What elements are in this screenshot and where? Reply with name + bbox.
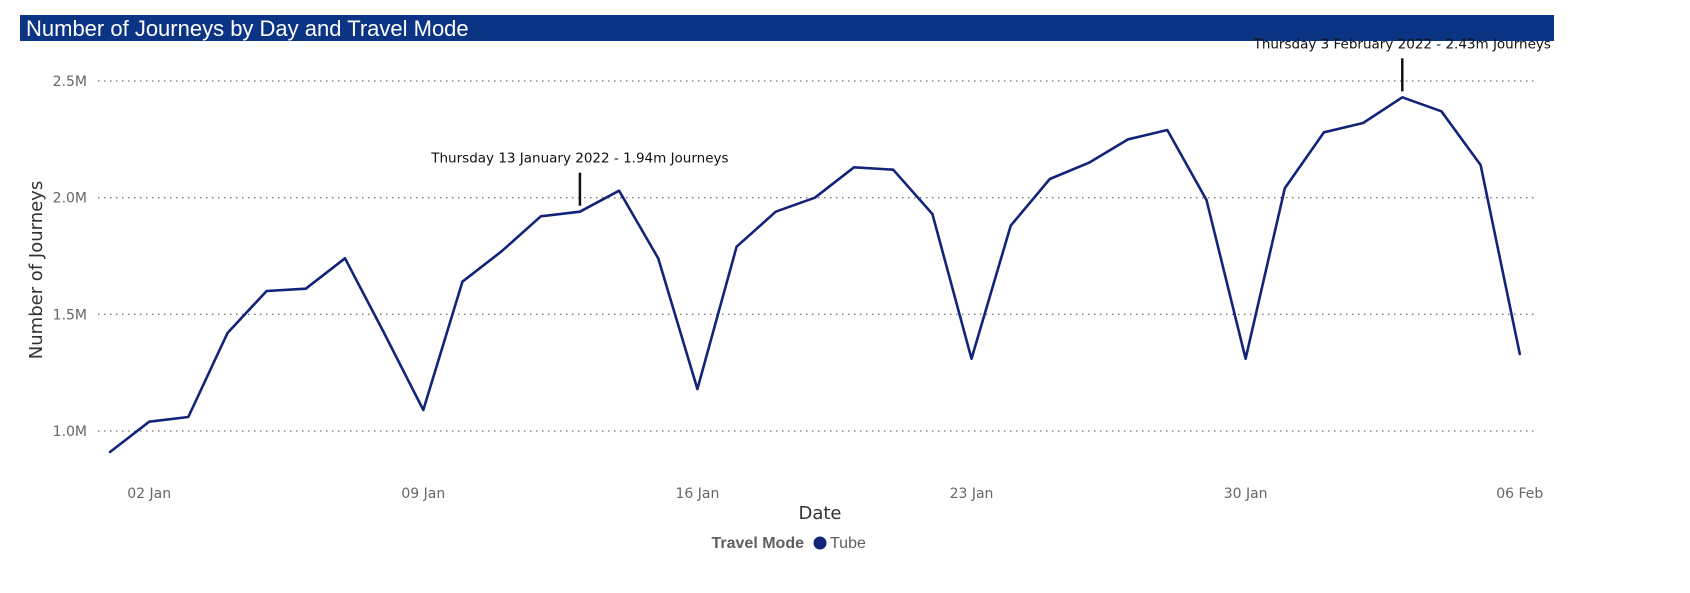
- y-tick-label: 1.0M: [53, 424, 87, 440]
- y-tick-label: 1.5M: [53, 307, 87, 323]
- y-tick-label: 2.0M: [53, 191, 87, 207]
- legend-title: Travel Mode: [712, 535, 805, 552]
- legend-marker-tube: [813, 536, 827, 550]
- x-axis-title: Date: [798, 503, 841, 524]
- y-tick-label: 2.5M: [53, 74, 87, 90]
- annotation-label: Thursday 3 February 2022 - 2.43m Journey…: [1253, 36, 1551, 52]
- chart-title: Number of Journeys by Day and Travel Mod…: [26, 16, 469, 41]
- legend-item-tube: Tube: [830, 535, 866, 552]
- x-tick-label: 30 Jan: [1224, 486, 1268, 502]
- x-tick-label: 23 Jan: [950, 486, 994, 502]
- chart-title-bar: Number of Journeys by Day and Travel Mod…: [20, 15, 1554, 41]
- x-tick-label: 09 Jan: [401, 486, 445, 502]
- series-line-tube: [108, 96, 1522, 454]
- y-axis-title: Number of Journeys: [26, 181, 47, 359]
- x-tick-label: 02 Jan: [127, 486, 171, 502]
- x-tick-label: 16 Jan: [675, 486, 719, 502]
- x-tick-label: 06 Feb: [1496, 486, 1543, 502]
- annotation-label: Thursday 13 January 2022 - 1.94m Journey…: [430, 151, 728, 167]
